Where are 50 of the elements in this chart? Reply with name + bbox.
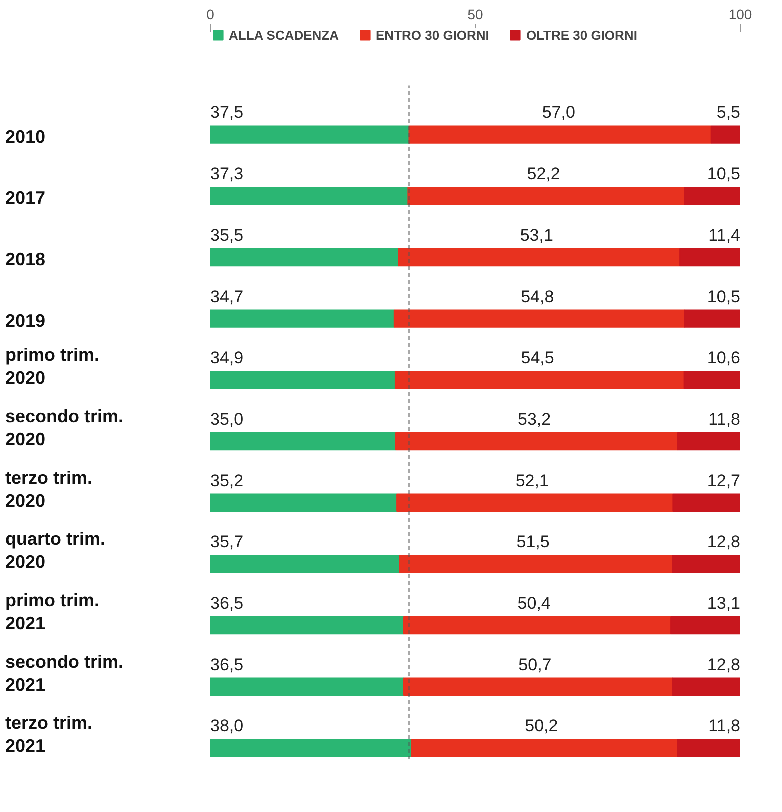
data-label: 35,2 [210, 471, 244, 490]
data-label: 36,5 [210, 594, 244, 613]
data-label: 11,8 [708, 410, 741, 429]
data-label: 12,8 [707, 532, 741, 552]
data-label: 37,3 [210, 164, 244, 184]
data-label: 13,1 [707, 594, 741, 613]
data-label: 57,0 [542, 103, 576, 122]
legend-label: ALLA SCADENZA [229, 28, 340, 43]
data-label: 53,2 [518, 410, 552, 429]
y-tick-label: 2017 [6, 188, 46, 208]
data-label: 12,8 [707, 655, 741, 674]
data-label: 34,7 [210, 287, 244, 306]
data-label: 10,6 [707, 348, 741, 368]
y-tick-label: terzo trim. 2020 [6, 468, 93, 511]
x-tick-label: 0 [206, 6, 215, 22]
data-label: 50,2 [525, 716, 558, 736]
y-tick-label: 2019 [6, 310, 46, 331]
data-label: 11,8 [708, 716, 741, 736]
data-label: 52,1 [516, 471, 549, 490]
data-label: 36,5 [210, 655, 244, 674]
data-label: 50,7 [518, 655, 552, 674]
data-label: 35,5 [210, 226, 244, 245]
data-label: 34,9 [210, 348, 244, 368]
data-label: 52,2 [527, 164, 560, 184]
y-tick-label: secondo trim. 2021 [6, 652, 124, 695]
data-label: 50,4 [518, 594, 551, 613]
x-tick-label: 100 [728, 6, 752, 22]
data-label: 51,5 [516, 532, 550, 552]
y-tick-label: 2010 [6, 126, 46, 147]
data-label: 35,7 [210, 532, 244, 552]
data-label: 11,4 [708, 226, 741, 245]
y-tick-label: quarto trim. 2020 [6, 529, 106, 572]
y-tick-label: secondo trim. 2020 [6, 406, 124, 450]
data-label: 54,8 [521, 287, 554, 306]
y-tick-label: primo trim. 2021 [6, 590, 100, 634]
x-tick-label: 50 [468, 6, 484, 22]
data-label: 10,5 [707, 164, 741, 184]
data-label: 12,7 [707, 471, 741, 490]
legend-label: OLTRE 30 GIORNI [526, 28, 638, 43]
legend-label: ENTRO 30 GIORNI [376, 28, 490, 43]
data-label: 54,5 [521, 348, 554, 368]
data-label: 37,5 [210, 103, 244, 122]
data-label: 53,1 [520, 226, 554, 245]
data-label: 38,0 [210, 716, 244, 736]
data-label: 10,5 [707, 287, 741, 306]
data-label: 5,5 [716, 103, 741, 122]
y-tick-label: 2018 [6, 249, 46, 270]
y-tick-label: primo trim. 2020 [6, 345, 100, 388]
data-label: 35,0 [210, 410, 244, 429]
y-tick-label: terzo trim. 2021 [6, 713, 93, 756]
